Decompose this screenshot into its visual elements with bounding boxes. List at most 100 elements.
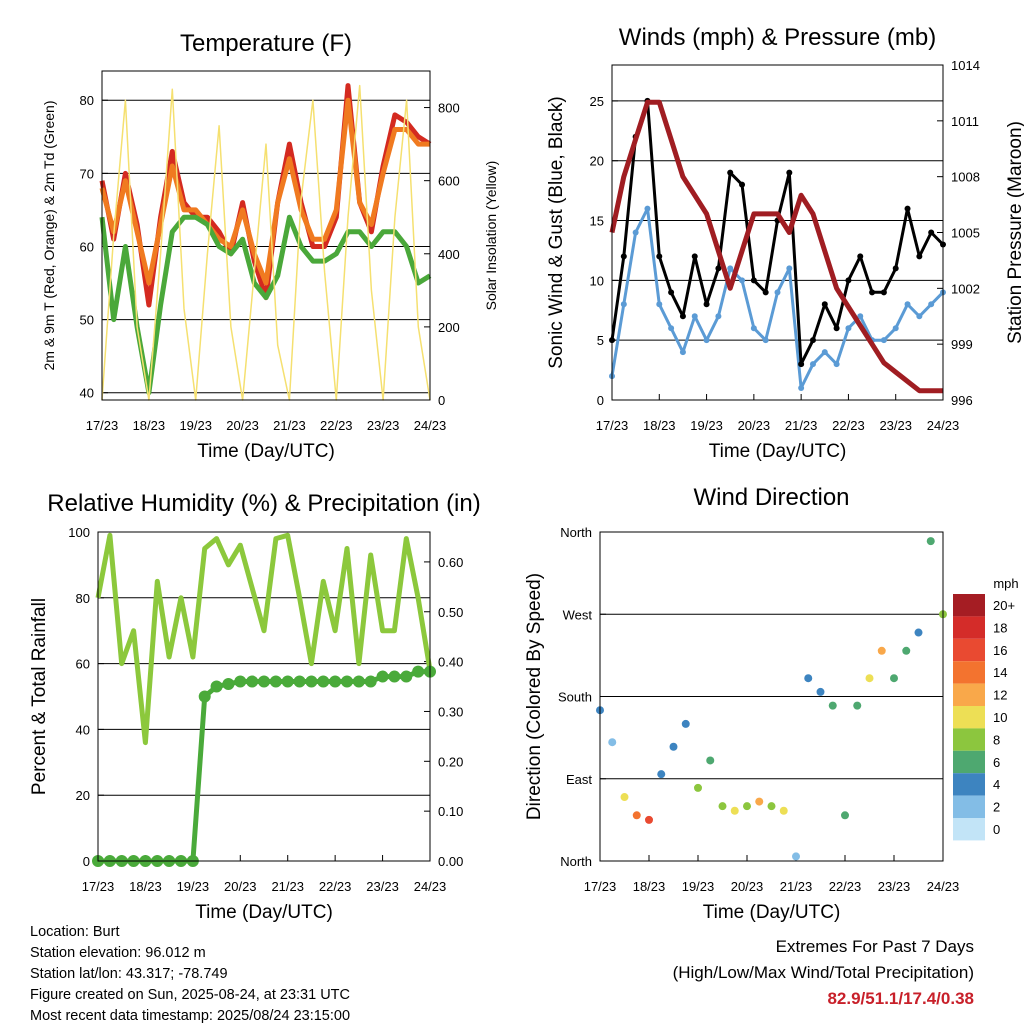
data-point	[668, 289, 675, 296]
y2-tick-label: 600	[438, 174, 460, 189]
data-point	[620, 253, 627, 260]
data-point	[750, 277, 757, 284]
data-point	[656, 301, 663, 308]
y-tick-label: 100	[68, 525, 90, 540]
y-tick-label: North	[560, 525, 592, 540]
y2-tick-label: 200	[438, 320, 460, 335]
data-point	[691, 313, 698, 320]
chart-title: Winds (mph) & Pressure (mb)	[619, 24, 936, 51]
data-point	[352, 675, 365, 688]
x-tick-label: 19/23	[177, 879, 210, 894]
colorbar-label: 14	[993, 665, 1007, 680]
y2-tick-label: 0.50	[438, 605, 463, 620]
data-point	[833, 361, 840, 368]
colorbar-swatch	[953, 616, 985, 639]
x-tick-label: 17/23	[596, 418, 629, 433]
latlon-text: Station lat/lon: 43.317; -78.749	[30, 966, 228, 982]
data-point	[798, 361, 805, 368]
data-point	[681, 719, 690, 728]
colorbar-label: 12	[993, 688, 1007, 703]
y2-tick-label: 999	[951, 337, 973, 352]
data-point	[841, 811, 849, 820]
colorbar-title: mph	[993, 576, 1018, 591]
colorbar-swatch	[953, 638, 985, 662]
x-tick-label: 22/23	[320, 418, 353, 433]
data-point	[376, 670, 389, 683]
data-point	[916, 313, 923, 320]
data-point	[608, 738, 617, 747]
y2-tick-label: 1014	[951, 58, 980, 73]
x-axis-label: Time (Day/UTC)	[197, 441, 335, 462]
data-point	[865, 674, 874, 683]
data-point	[222, 678, 235, 691]
data-point	[792, 852, 800, 861]
data-point	[210, 680, 223, 693]
data-point	[706, 756, 715, 765]
y-axis-label: Sonic Wind & Gust (Blue, Black)	[546, 96, 567, 368]
chart-title: Temperature (F)	[180, 30, 352, 57]
data-point	[620, 793, 629, 802]
series-line-2	[99, 97, 430, 286]
data-point	[857, 313, 864, 320]
data-point	[833, 325, 840, 332]
x-tick-label: 24/23	[927, 879, 960, 894]
x-tick-label: 19/23	[690, 418, 723, 433]
data-point	[269, 675, 282, 688]
data-point	[679, 313, 686, 320]
colorbar-swatch	[953, 728, 985, 751]
x-tick-label: 24/23	[414, 879, 447, 894]
data-point	[786, 169, 793, 176]
data-point	[739, 181, 746, 188]
data-point	[904, 205, 911, 212]
data-point	[364, 675, 377, 688]
data-point	[853, 701, 862, 710]
series-line-4	[101, 84, 431, 401]
x-tick-label: 22/23	[829, 879, 862, 894]
y2-tick-label: 0.20	[438, 754, 463, 769]
data-point	[743, 802, 751, 811]
data-point	[727, 265, 734, 272]
data-point	[762, 337, 769, 344]
y2-tick-label: 0	[438, 393, 445, 408]
plot-frame	[97, 531, 431, 862]
x-tick-label: 19/23	[682, 879, 715, 894]
data-point	[668, 325, 675, 332]
data-point	[804, 674, 813, 683]
data-point	[341, 675, 353, 688]
x-tick-label: 17/23	[584, 879, 617, 894]
data-point	[755, 797, 764, 806]
data-point	[821, 301, 828, 308]
data-point	[715, 265, 722, 272]
x-tick-label: 20/23	[738, 418, 771, 433]
data-point	[234, 675, 247, 688]
y-axis-label: Percent & Total Rainfall	[29, 598, 50, 795]
x-tick-label: 22/23	[832, 418, 865, 433]
colorbar-label: 18	[993, 620, 1007, 635]
colorbar-swatch	[953, 706, 985, 729]
data-point	[892, 325, 899, 332]
data-point	[845, 277, 852, 284]
y-tick-label: 80	[80, 93, 94, 108]
data-point	[412, 665, 425, 678]
y2-tick-label: 0.10	[438, 804, 463, 819]
data-point	[246, 675, 259, 688]
data-point	[388, 670, 401, 683]
data-point	[928, 229, 935, 236]
data-point	[703, 301, 710, 308]
data-point	[632, 229, 639, 236]
y-axis-label: 2m & 9m T (Red, Orange) & 2m Td (Green)	[41, 101, 57, 371]
y-tick-label: 80	[76, 591, 90, 606]
recent-text: Most recent data timestamp: 2025/08/24 2…	[30, 1008, 351, 1024]
x-tick-label: 18/23	[133, 418, 166, 433]
y2-axis-label: Station Pressure (Maroon)	[1005, 121, 1024, 344]
y-tick-label: 15	[590, 214, 604, 229]
elevation-text: Station elevation: 96.012 m	[30, 945, 206, 961]
data-point	[904, 301, 911, 308]
data-point	[914, 628, 923, 637]
x-axis-label: Time (Day/UTC)	[195, 902, 333, 923]
colorbar-label: 16	[993, 643, 1007, 658]
data-point	[809, 361, 816, 368]
data-point	[739, 277, 746, 284]
x-tick-label: 23/23	[879, 418, 912, 433]
